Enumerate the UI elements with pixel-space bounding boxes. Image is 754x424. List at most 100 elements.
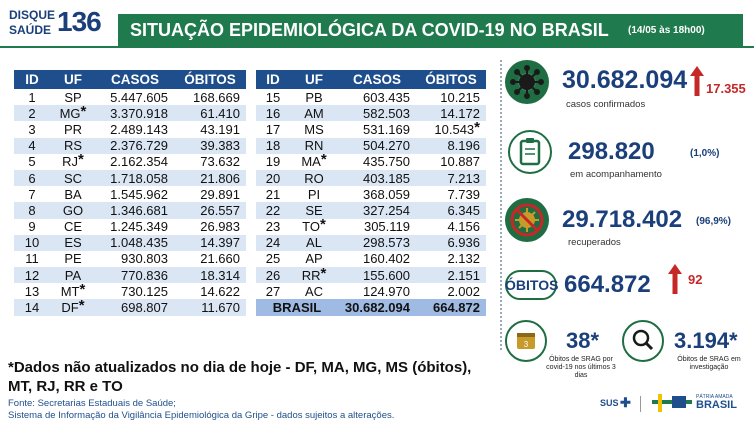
cell-casos: 155.600 bbox=[338, 267, 416, 284]
table-row: 19 MA* 435.750 10.887 bbox=[256, 151, 486, 170]
cell-id: 25 bbox=[256, 251, 290, 267]
total-casos: 30.682.094 bbox=[338, 299, 416, 316]
title-bar: SITUAÇÃO EPIDEMIOLÓGICA DA COVID-19 NO B… bbox=[118, 14, 743, 46]
cell-id: 27 bbox=[256, 283, 290, 299]
cell-obitos-value: 2.151 bbox=[447, 267, 480, 283]
cell-obitos: 21.806 bbox=[174, 169, 246, 187]
deaths-badge: ÓBITOS bbox=[505, 270, 558, 300]
cell-casos: 1.048.435 bbox=[96, 234, 174, 251]
cell-uf: MS bbox=[290, 121, 338, 137]
total-obitos: 664.872 bbox=[416, 299, 486, 316]
cell-uf-value: SE bbox=[305, 202, 323, 218]
cell-obitos: 8.196 bbox=[416, 137, 486, 154]
disque-saude-logo: DISQUE SAÚDE 136 bbox=[3, 6, 111, 40]
cell-casos: 531.169 bbox=[338, 121, 416, 137]
cell-obitos: 2.151 bbox=[416, 267, 486, 284]
cell-casos-value: 1.718.058 bbox=[110, 170, 168, 186]
cell-uf-value: RR bbox=[301, 267, 321, 283]
cell-id: 1 bbox=[14, 89, 50, 105]
cell-casos: 435.750 bbox=[338, 154, 416, 170]
col-obitos: ÓBITOS bbox=[174, 70, 246, 89]
cell-uf: CE bbox=[50, 219, 96, 235]
col-uf: UF bbox=[50, 70, 96, 89]
cell-obitos-value: 14.397 bbox=[200, 235, 240, 251]
cell-casos: 582.503 bbox=[338, 105, 416, 122]
col-uf: UF bbox=[290, 70, 338, 89]
cell-id-value: 9 bbox=[28, 219, 36, 235]
cell-id-value: 5 bbox=[28, 154, 36, 170]
cell-casos: 770.836 bbox=[96, 267, 174, 284]
cell-obitos-value: 14.622 bbox=[200, 283, 240, 299]
deaths-value: 664.872 bbox=[564, 271, 651, 298]
cell-casos-value: 5.447.605 bbox=[110, 89, 168, 105]
recovered-virus-icon bbox=[505, 198, 549, 242]
asterisk-marker: * bbox=[319, 216, 326, 234]
cell-casos-value: 1.048.435 bbox=[110, 235, 168, 251]
cell-casos: 698.807 bbox=[96, 299, 174, 316]
cell-uf-value: CE bbox=[63, 219, 83, 235]
report-date: (14/05 às 18h00) bbox=[628, 25, 705, 36]
source-text: Fonte: Secretarias Estaduais de Saúde; S… bbox=[8, 398, 394, 422]
cell-uf-value: PE bbox=[64, 251, 82, 267]
cell-uf-value: PI bbox=[307, 186, 321, 202]
cell-uf-value: DF bbox=[61, 300, 79, 316]
cell-casos-value: 2.489.143 bbox=[110, 121, 168, 137]
table-row: 22 SE 327.254 6.345 bbox=[256, 202, 486, 219]
table-row: 16 AM 582.503 14.172 bbox=[256, 105, 486, 122]
cell-uf-value: RS bbox=[63, 138, 83, 154]
monitoring-label: em acompanhamento bbox=[570, 169, 662, 180]
cell-uf: PB bbox=[290, 89, 338, 105]
cell-obitos: 2.002 bbox=[416, 283, 486, 299]
cell-uf-value: AC bbox=[304, 283, 324, 299]
logo-separator bbox=[640, 396, 641, 412]
cell-uf: RO bbox=[290, 169, 338, 187]
cell-casos: 3.370.918 bbox=[96, 105, 174, 122]
cell-casos-value: 1.346.681 bbox=[110, 202, 168, 218]
cell-uf: RJ* bbox=[50, 152, 96, 170]
investigation-label: Óbitos de SRAG em investigação bbox=[677, 356, 741, 371]
table-row: 17 MS 531.169 10.543* bbox=[256, 120, 486, 137]
source-line2: Sistema de Informação da Vigilância Epid… bbox=[8, 410, 395, 421]
cell-obitos-value: 29.891 bbox=[200, 186, 240, 202]
cell-uf: SE bbox=[290, 202, 338, 219]
cell-id-value: 27 bbox=[265, 283, 281, 299]
table-row: 23 TO* 305.119 4.156 bbox=[256, 216, 486, 235]
table-row: 12 PA 770.836 18.314 bbox=[14, 267, 246, 284]
cell-obitos: 7.739 bbox=[416, 186, 486, 202]
table-row: 27 AC 124.970 2.002 bbox=[256, 283, 486, 299]
footnote: *Dados não atualizados no dia de hoje - … bbox=[8, 359, 472, 395]
cell-obitos-value: 2.002 bbox=[447, 283, 480, 299]
cell-uf-value: RN bbox=[304, 138, 324, 154]
cell-id: 23 bbox=[256, 219, 290, 235]
up-arrow-icon bbox=[690, 66, 704, 96]
cell-uf-value: PR bbox=[63, 121, 83, 137]
cell-casos: 403.185 bbox=[338, 169, 416, 187]
cell-obitos: 10.543* bbox=[416, 120, 486, 137]
table-header-row: ID UF CASOS ÓBITOS bbox=[256, 70, 486, 89]
cell-obitos: 11.670 bbox=[174, 299, 246, 316]
table-row: 7 BA 1.545.962 29.891 bbox=[14, 186, 246, 202]
table-header-row: ID UF CASOS ÓBITOS bbox=[14, 70, 246, 89]
cell-id-value: 14 bbox=[24, 300, 40, 316]
cell-uf: RS bbox=[50, 137, 96, 154]
cell-id-value: 12 bbox=[24, 267, 40, 283]
cell-casos-value: 582.503 bbox=[363, 105, 410, 121]
recovered-pct: (96,9%) bbox=[696, 216, 732, 227]
cell-id-value: 2 bbox=[28, 105, 36, 121]
cell-id: 5 bbox=[14, 154, 50, 170]
total-row: BRASIL 30.682.094 664.872 bbox=[256, 299, 486, 316]
cell-uf-value: MT bbox=[60, 283, 80, 299]
table-row: 1 SP 5.447.605 168.669 bbox=[14, 89, 246, 105]
col-casos: CASOS bbox=[338, 70, 416, 89]
asterisk-marker: * bbox=[320, 151, 327, 169]
cell-casos: 368.059 bbox=[338, 186, 416, 202]
ministry-line1: PÁTRIA AMADA bbox=[696, 394, 733, 400]
cell-id: 26 bbox=[256, 267, 290, 284]
cell-uf: RN bbox=[290, 137, 338, 154]
cell-casos-value: 2.162.354 bbox=[110, 154, 168, 170]
cell-id: 20 bbox=[256, 169, 290, 187]
cell-obitos: 14.172 bbox=[416, 105, 486, 122]
cell-casos: 1.545.962 bbox=[96, 186, 174, 202]
cell-uf: DF* bbox=[50, 298, 96, 316]
cell-casos: 730.125 bbox=[96, 283, 174, 299]
